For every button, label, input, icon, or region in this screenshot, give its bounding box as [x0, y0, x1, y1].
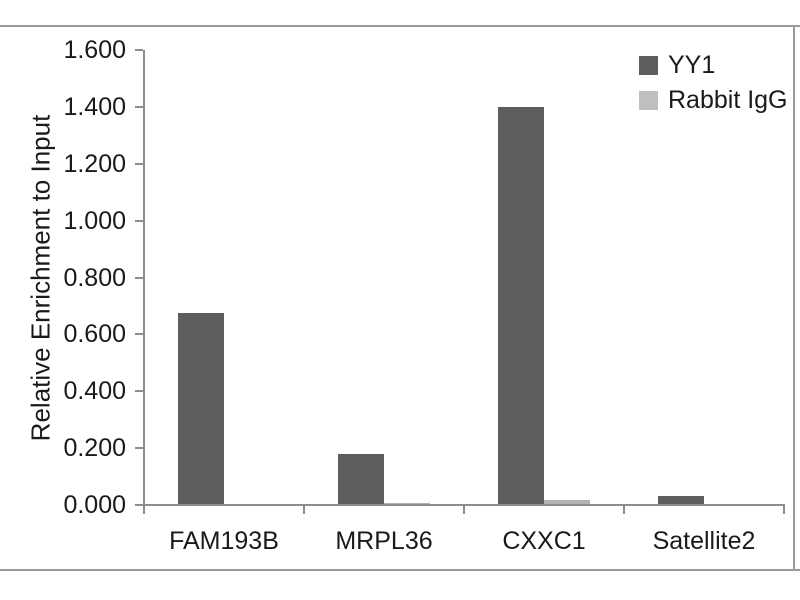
- bar-yy1-cxxc1: [498, 106, 544, 505]
- bar-yy1-satellite2: [658, 495, 704, 505]
- x-category-label: FAM193B: [169, 527, 279, 555]
- x-tick-mark: [783, 505, 785, 514]
- legend: YY1 Rabbit IgG: [639, 50, 788, 122]
- x-tick-mark: [143, 505, 145, 514]
- legend-swatch-rabbit-igg: [639, 90, 658, 110]
- y-tick-mark: [135, 276, 143, 279]
- bar-rabbit-igg-cxxc1: [544, 499, 590, 505]
- legend-swatch-yy1: [639, 55, 658, 75]
- y-tick-mark: [135, 390, 143, 393]
- y-tick-label: 0.200: [63, 434, 126, 463]
- y-tick-label: 1.600: [63, 36, 126, 64]
- y-tick-label: 0.000: [63, 491, 126, 519]
- x-category-label: Satellite2: [652, 527, 756, 555]
- frame-bottom-border: [0, 569, 800, 571]
- y-tick-label: 1.400: [63, 92, 126, 121]
- y-tick-mark: [135, 333, 143, 336]
- legend-row: Rabbit IgG: [639, 85, 788, 114]
- bar-yy1-mrpl36: [338, 453, 384, 505]
- y-tick-mark: [135, 162, 143, 165]
- y-tick-label: 1.000: [63, 206, 126, 235]
- legend-label: Rabbit IgG: [668, 85, 788, 114]
- frame-top-border: [0, 25, 800, 27]
- y-tick-mark: [135, 105, 143, 108]
- x-category-label: CXXC1: [502, 527, 586, 555]
- x-tick-mark: [463, 505, 465, 514]
- y-axis-line: [143, 50, 145, 505]
- y-tick-mark: [135, 49, 143, 51]
- bar-yy1-fam193b: [178, 313, 224, 505]
- frame-right-border: [793, 25, 795, 571]
- x-tick-mark: [623, 505, 625, 514]
- y-tick-label: 0.600: [63, 320, 126, 349]
- legend-label: YY1: [668, 50, 716, 79]
- x-category-label: MRPL36: [335, 527, 433, 555]
- y-tick-mark: [135, 219, 143, 222]
- y-tick-mark: [135, 447, 143, 450]
- legend-row: YY1: [639, 50, 788, 79]
- y-tick-mark: [135, 504, 143, 506]
- y-tick-label: 0.400: [63, 377, 126, 406]
- x-tick-mark: [303, 505, 305, 514]
- y-tick-label: 1.200: [63, 149, 126, 178]
- bar-rabbit-igg-mrpl36: [384, 502, 430, 505]
- y-tick-label: 0.800: [63, 263, 126, 292]
